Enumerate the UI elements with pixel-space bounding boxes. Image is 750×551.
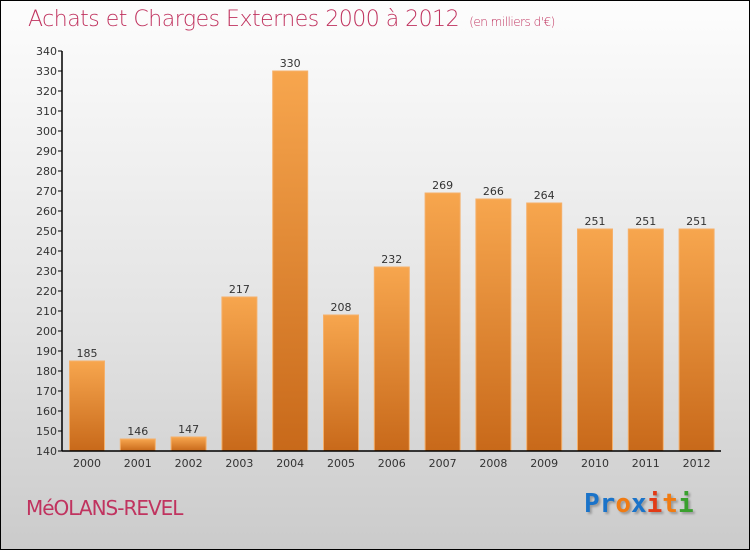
x-tick-label: 2009	[530, 457, 558, 470]
bar-2005	[323, 314, 359, 452]
x-tick-label: 2005	[327, 457, 355, 470]
x-tick-label: 2011	[632, 457, 660, 470]
data-label-2011: 251	[635, 215, 656, 228]
y-tick-label: 280	[36, 165, 57, 178]
bar-2007	[424, 192, 461, 452]
y-tick-label: 210	[36, 305, 57, 318]
data-label-2005: 208	[331, 301, 352, 314]
y-tick-label: 170	[36, 385, 57, 398]
bar-2002	[170, 436, 207, 452]
y-tick-label: 180	[36, 365, 57, 378]
data-label-2010: 251	[585, 215, 606, 228]
chart-title: Achats et Charges Externes 2000 à 2012 (e…	[28, 7, 555, 32]
unit-label: (en milliers d'€)	[469, 15, 555, 29]
y-tick-label: 340	[36, 45, 57, 58]
bar-2004	[272, 70, 309, 452]
logo-letter: i	[677, 489, 694, 519]
x-tick-label: 2008	[479, 457, 507, 470]
data-label-2004: 330	[280, 57, 301, 70]
bar-2000	[69, 360, 105, 452]
y-tick-label: 190	[36, 345, 57, 358]
x-tick-label: 2002	[175, 457, 203, 470]
logo-letter: P	[584, 489, 600, 519]
data-label-2007: 269	[432, 179, 453, 192]
x-tick-label: 2006	[378, 457, 406, 470]
x-tick-label: 2000	[73, 457, 101, 470]
data-label-2000: 185	[77, 347, 98, 360]
x-tick-label: 2012	[683, 457, 711, 470]
y-tick-label: 310	[36, 105, 57, 118]
bar-2009	[526, 202, 563, 452]
y-tick-label: 320	[36, 85, 57, 98]
y-tick-label: 220	[36, 285, 57, 298]
data-label-2012: 251	[686, 215, 707, 228]
logo-letter: r	[599, 489, 616, 519]
x-tick-label: 2010	[581, 457, 609, 470]
y-tick-label: 200	[36, 325, 57, 338]
y-tick-label: 300	[36, 125, 57, 138]
commune-name: MéOLANS-REVEL	[26, 496, 183, 520]
data-label-2006: 232	[381, 253, 402, 266]
data-label-2002: 147	[178, 423, 199, 436]
proxiti-logo: Proxiti	[584, 489, 694, 519]
logo-letter: x	[630, 489, 647, 519]
x-tick-label: 2007	[429, 457, 457, 470]
bar-2010	[577, 228, 613, 452]
y-tick-label: 290	[36, 145, 57, 158]
data-label-2003: 217	[229, 283, 250, 296]
y-tick-label: 330	[36, 65, 57, 78]
logo-letter: o	[615, 489, 631, 519]
bar-2003	[221, 296, 258, 452]
bar-2006	[373, 266, 410, 452]
y-tick-label: 250	[36, 225, 57, 238]
x-tick-label: 2001	[124, 457, 152, 470]
y-tick-label: 140	[36, 445, 57, 458]
y-tick-label: 270	[36, 185, 57, 198]
y-tick-label: 260	[36, 205, 57, 218]
data-label-2008: 266	[483, 185, 504, 198]
logo-letter: i	[646, 489, 663, 519]
bar-2008	[475, 198, 512, 452]
bar-2012	[678, 228, 715, 452]
y-tick-label: 160	[36, 405, 57, 418]
title-text: Achats et Charges Externes 2000 à 2012	[28, 7, 460, 32]
bar-2011	[627, 228, 664, 452]
x-tick-label: 2003	[225, 457, 253, 470]
y-tick-label: 150	[36, 425, 57, 438]
y-tick-label: 240	[36, 245, 57, 258]
data-label-2009: 264	[534, 189, 555, 202]
y-tick-label: 230	[36, 265, 57, 278]
bar-2001	[119, 438, 156, 452]
x-tick-label: 2004	[276, 457, 304, 470]
logo-letter: t	[662, 489, 678, 519]
data-label-2001: 146	[127, 425, 148, 438]
